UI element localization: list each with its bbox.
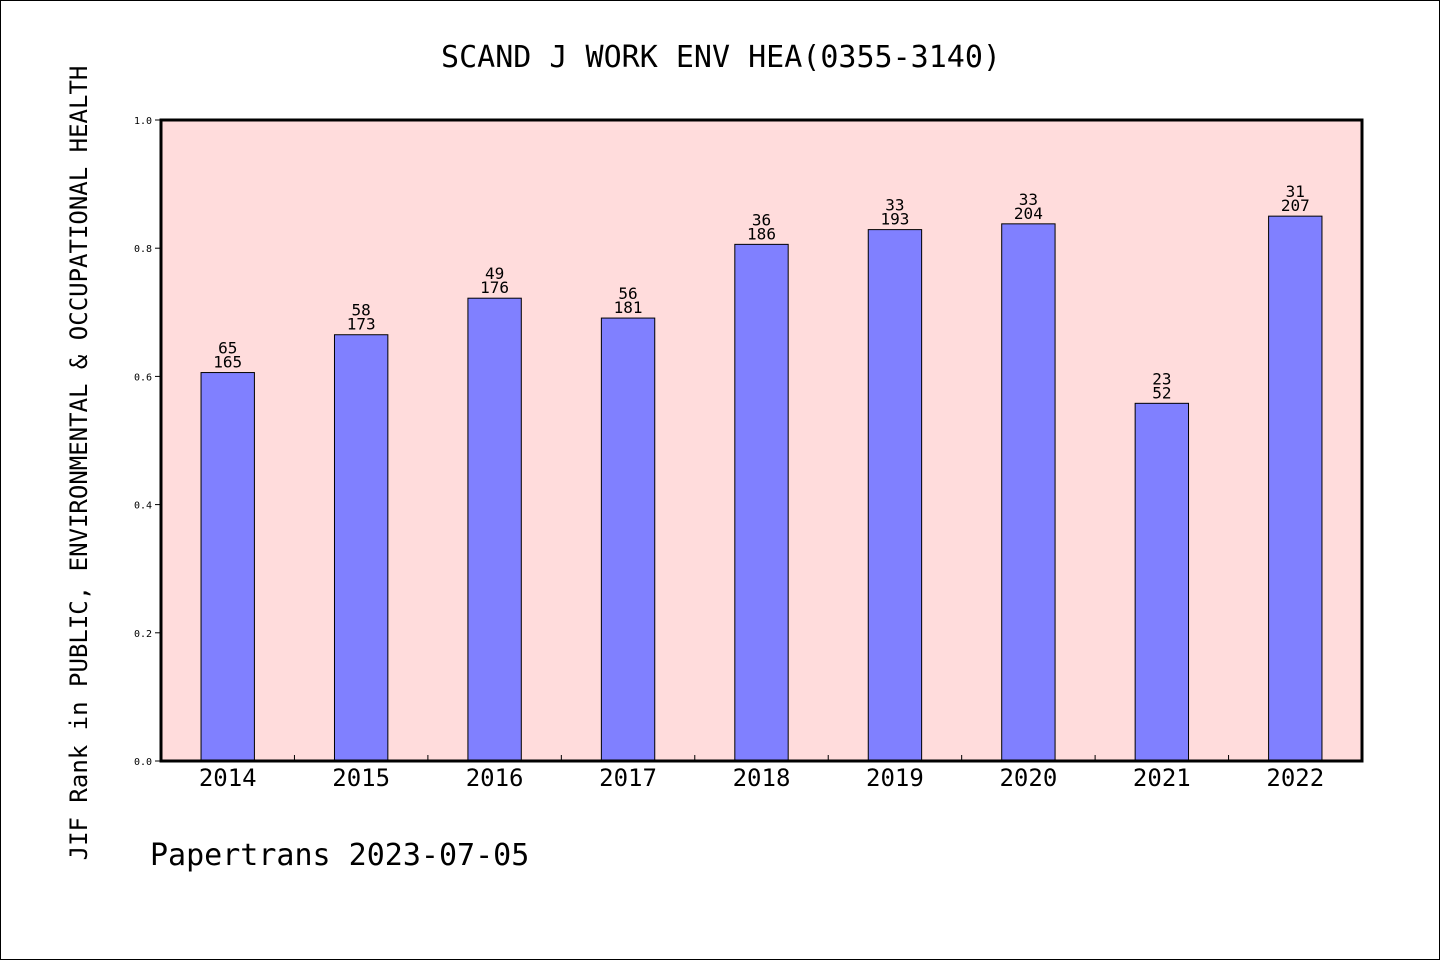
bar-total-label: 204 xyxy=(1014,204,1043,223)
bar-rank-label: 33 xyxy=(1019,190,1038,209)
bar xyxy=(1001,223,1056,762)
x-tick-label: 2017 xyxy=(599,764,657,792)
bar-total-label: 181 xyxy=(614,298,643,317)
x-tick-label: 2019 xyxy=(866,764,924,792)
y-tick-label: 0.6 xyxy=(134,372,152,383)
bar-total-label: 173 xyxy=(347,315,376,334)
y-tick-label: 0.0 xyxy=(134,757,152,768)
x-tick-label: 2016 xyxy=(466,764,524,792)
bar-total-label: 193 xyxy=(880,210,909,229)
x-tick-label: 2018 xyxy=(733,764,791,792)
x-tick-label: 2015 xyxy=(332,764,390,792)
footer-credit: Papertrans 2023-07-05 xyxy=(150,838,529,873)
bar xyxy=(200,372,255,762)
y-tick-label: 0.4 xyxy=(134,501,152,512)
x-tick-label: 2022 xyxy=(1266,764,1324,792)
bar xyxy=(333,334,389,762)
bar-rank-label: 23 xyxy=(1152,369,1171,388)
bar-rank-label: 65 xyxy=(218,339,237,358)
x-tick-label: 2020 xyxy=(999,764,1057,792)
bar xyxy=(600,317,656,762)
x-tick-label: 2014 xyxy=(199,764,257,792)
bar xyxy=(1134,402,1190,762)
bar-total-label: 176 xyxy=(480,278,509,297)
bar-rank-label: 33 xyxy=(885,196,904,215)
bar xyxy=(1268,215,1323,762)
bar-rank-label: 31 xyxy=(1286,182,1305,201)
bar-rank-label: 49 xyxy=(485,264,504,283)
y-axis-label: JIF Rank in PUBLIC, ENVIRONMENTAL & OCCU… xyxy=(65,66,93,861)
bar-total-label: 165 xyxy=(213,353,242,372)
bar-rank-label: 36 xyxy=(752,210,771,229)
bar xyxy=(467,297,522,762)
bar-total-label: 52 xyxy=(1152,383,1171,402)
plot-border xyxy=(159,118,1364,763)
bar-rank-label: 58 xyxy=(352,301,371,320)
bar-total-label: 186 xyxy=(747,224,776,243)
bar-total-label: 207 xyxy=(1281,196,1310,215)
bar-rank-label: 56 xyxy=(618,284,637,303)
bar xyxy=(734,243,789,762)
chart-title: SCAND J WORK ENV HEA(0355-3140) xyxy=(441,40,1001,75)
y-tick-label: 0.2 xyxy=(134,629,152,640)
y-tick-label: 0.8 xyxy=(134,244,152,255)
x-tick-label: 2021 xyxy=(1133,764,1191,792)
y-tick-label: 1.0 xyxy=(134,116,152,127)
bar xyxy=(867,229,923,762)
